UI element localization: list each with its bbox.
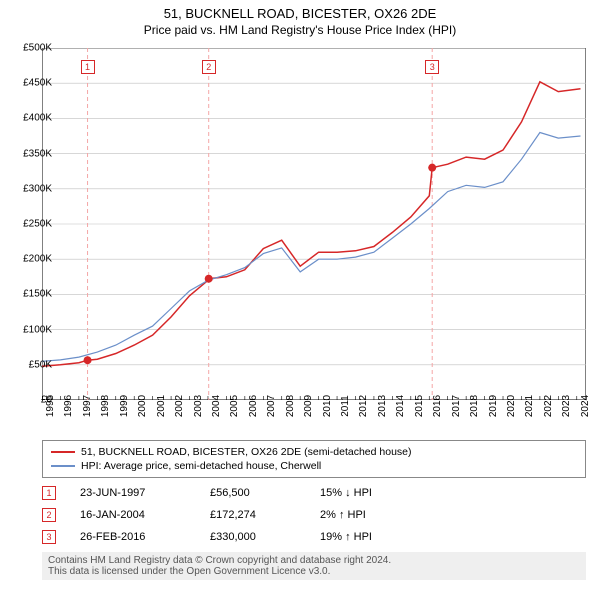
attribution-line: Contains HM Land Registry data © Crown c…: [48, 555, 580, 566]
event-marker-box: 2: [42, 508, 56, 522]
x-tick-label: 1999: [119, 395, 130, 417]
x-tick-label: 2020: [506, 395, 517, 417]
x-tick-label: 1997: [82, 395, 93, 417]
x-tick-label: 2008: [285, 395, 296, 417]
x-tick-label: 2010: [322, 395, 333, 417]
event-price: £56,500: [210, 487, 320, 499]
y-tick-label: £150K: [12, 289, 52, 300]
x-tick-label: 2014: [395, 395, 406, 417]
y-tick-label: £350K: [12, 148, 52, 159]
event-marker-box: 1: [42, 486, 56, 500]
event-date: 23-JUN-1997: [80, 487, 210, 499]
legend-row: HPI: Average price, semi-detached house,…: [51, 459, 577, 473]
legend-label: HPI: Average price, semi-detached house,…: [81, 460, 321, 472]
x-tick-label: 1996: [63, 395, 74, 417]
x-tick-label: 2017: [451, 395, 462, 417]
legend-label: 51, BUCKNELL ROAD, BICESTER, OX26 2DE (s…: [81, 446, 412, 458]
x-tick-label: 2024: [580, 395, 591, 417]
y-tick-label: £500K: [12, 43, 52, 54]
page-subtitle: Price paid vs. HM Land Registry's House …: [0, 21, 600, 37]
event-row: 2 16-JAN-2004 £172,274 2% ↑ HPI: [42, 504, 586, 526]
x-tick-label: 2009: [303, 395, 314, 417]
event-diff: 19% ↑ HPI: [320, 531, 430, 543]
plot-area: 1 2 3: [42, 48, 586, 400]
event-price: £172,274: [210, 509, 320, 521]
x-tick-label: 2018: [469, 395, 480, 417]
legend-row: 51, BUCKNELL ROAD, BICESTER, OX26 2DE (s…: [51, 445, 577, 459]
x-tick-label: 2006: [248, 395, 259, 417]
x-tick-label: 2003: [193, 395, 204, 417]
event-diff: 2% ↑ HPI: [320, 509, 430, 521]
x-tick-label: 1998: [100, 395, 111, 417]
chart-event-marker: 2: [202, 60, 216, 74]
page-title: 51, BUCKNELL ROAD, BICESTER, OX26 2DE: [0, 0, 600, 21]
y-tick-label: £300K: [12, 183, 52, 194]
event-date: 16-JAN-2004: [80, 509, 210, 521]
x-tick-label: 2011: [340, 395, 351, 417]
x-tick-label: 2005: [229, 395, 240, 417]
y-tick-label: £400K: [12, 113, 52, 124]
x-tick-label: 2015: [414, 395, 425, 417]
event-date: 26-FEB-2016: [80, 531, 210, 543]
x-tick-label: 2001: [156, 395, 167, 417]
legend-swatch: [51, 465, 75, 467]
y-tick-label: £50K: [12, 359, 52, 370]
y-tick-label: £200K: [12, 254, 52, 265]
y-tick-label: £250K: [12, 219, 52, 230]
y-tick-label: £450K: [12, 78, 52, 89]
x-tick-label: 2007: [266, 395, 277, 417]
x-tick-label: 2022: [543, 395, 554, 417]
y-tick-label: £100K: [12, 324, 52, 335]
legend-swatch: [51, 451, 75, 453]
event-row: 3 26-FEB-2016 £330,000 19% ↑ HPI: [42, 526, 586, 548]
event-diff: 15% ↓ HPI: [320, 487, 430, 499]
x-tick-label: 2000: [137, 395, 148, 417]
chart-event-marker: 3: [425, 60, 439, 74]
x-tick-label: 2012: [358, 395, 369, 417]
x-tick-label: 2004: [211, 395, 222, 417]
events-table: 1 23-JUN-1997 £56,500 15% ↓ HPI 2 16-JAN…: [42, 482, 586, 548]
x-tick-label: 2023: [561, 395, 572, 417]
chart-container: 51, BUCKNELL ROAD, BICESTER, OX26 2DE Pr…: [0, 0, 600, 590]
legend: 51, BUCKNELL ROAD, BICESTER, OX26 2DE (s…: [42, 440, 586, 478]
event-price: £330,000: [210, 531, 320, 543]
x-tick-label: 2019: [488, 395, 499, 417]
x-tick-label: 2002: [174, 395, 185, 417]
x-tick-label: 2021: [524, 395, 535, 417]
chart-svg: [42, 48, 586, 400]
event-row: 1 23-JUN-1997 £56,500 15% ↓ HPI: [42, 482, 586, 504]
attribution-line: This data is licensed under the Open Gov…: [48, 566, 580, 577]
x-tick-label: 2013: [377, 395, 388, 417]
x-tick-label: 1995: [45, 395, 56, 417]
x-tick-label: 2016: [432, 395, 443, 417]
attribution: Contains HM Land Registry data © Crown c…: [42, 552, 586, 580]
chart-event-marker: 1: [81, 60, 95, 74]
event-marker-box: 3: [42, 530, 56, 544]
